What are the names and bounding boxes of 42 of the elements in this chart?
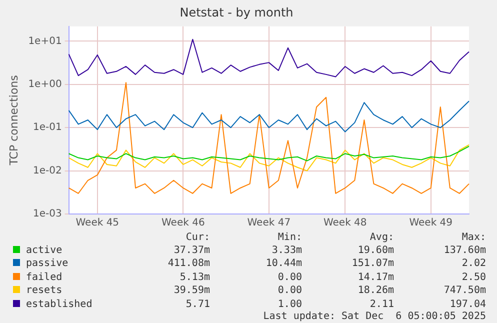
y-tick-label: 1e-02 [32,165,62,176]
text: Min: [276,232,303,244]
text: 19.60m [356,244,395,257]
y-tick-label: 1e-01 [32,122,62,134]
text: 0.00 [276,270,303,284]
legend-label: established [26,298,92,310]
text: Avg: [368,232,395,244]
text: 1.00 [276,298,303,311]
text: 5.71 [184,298,211,311]
y-axis-title: TCP connections [7,74,20,166]
legend-label: active [26,244,62,256]
text: 2.50 [460,270,487,284]
text: Max: [460,232,487,244]
x-tick-label: Week 49 [409,218,453,229]
x-tick-label: Week 46 [162,218,205,229]
legend-label: failed [26,272,62,282]
text: 137.60m [442,244,487,257]
text: 2.02 [460,257,487,270]
text: 14.17m [356,270,395,284]
legend-label: resets [26,285,62,296]
y-tick-label: 1e-03 [32,208,62,220]
text: 2.11 [368,298,395,311]
text: 0.00 [276,284,303,298]
x-tick-label: Week 48 [323,218,367,229]
legend-label: passive [26,258,68,269]
text: Last update: Sat Dec 6 05:00:05 2025 [262,311,487,322]
text: 151.07m [350,257,395,270]
chart-title: Netstat - by month [180,5,294,20]
text: Cur: [184,232,211,244]
text: 197.04 [448,298,487,311]
y-tick-label: 1e+01 [28,36,62,47]
text: 37.37m [172,244,211,257]
text: 10.44m [264,257,303,270]
y-tick-label: 1e+00 [28,78,62,90]
text: 411.08m [166,257,211,270]
text: 747.50m [442,284,487,298]
x-tick-label: Week 45 [76,218,120,229]
x-tick-label: Week 47 [247,218,291,229]
text: 18.26m [356,284,395,298]
text: 5.13m [178,270,211,284]
text: 39.59m [172,284,211,298]
text: 3.33m [270,244,303,257]
